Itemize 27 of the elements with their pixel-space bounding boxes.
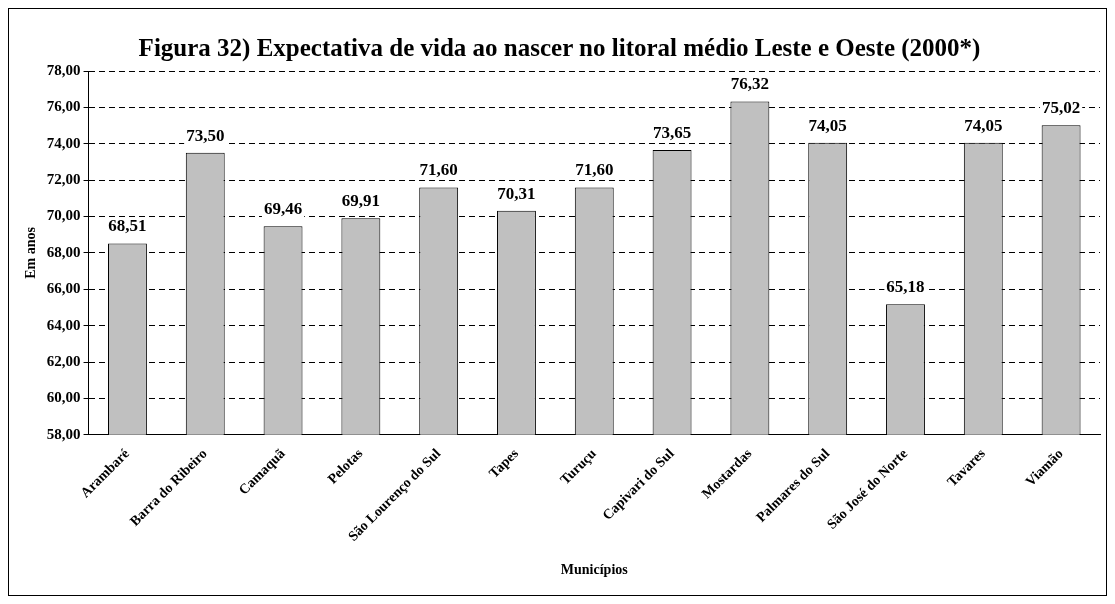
y-axis-title: Em anos [23, 226, 39, 279]
data-label: 69,91 [341, 191, 380, 211]
y-tick-label: 78,00 [46, 61, 81, 78]
y-tick-label: 72,00 [46, 171, 81, 187]
data-label: 73,50 [186, 125, 225, 145]
y-tick-label: 66,00 [46, 280, 81, 297]
data-label: 68,51 [108, 216, 147, 236]
y-tick-label: 62,00 [46, 352, 81, 369]
data-label: 71,60 [419, 160, 458, 180]
y-tick-label: 60,00 [46, 389, 81, 406]
y-tick-label: 76,00 [46, 98, 81, 115]
y-tick-label: 68,00 [46, 243, 81, 260]
data-label: 75,02 [1041, 98, 1081, 118]
data-label: 69,46 [263, 199, 303, 219]
data-label: 74,05 [964, 115, 1003, 135]
data-label: 74,05 [808, 115, 847, 135]
x-axis-title: Municípios [560, 562, 629, 578]
y-tick-label: 70,00 [46, 207, 81, 224]
data-label: 76,32 [730, 74, 770, 94]
data-label: 71,60 [575, 160, 614, 180]
y-tick-label: 58,00 [46, 425, 81, 442]
chart-title: Figura 32) Expectativa de vida ao nascer no litoral médio Leste e Oeste (2000*) [138, 34, 981, 63]
data-label: 70,31 [497, 183, 536, 203]
data-label: 65,18 [886, 277, 925, 297]
data-label: 73,65 [652, 123, 692, 143]
y-tick-label: 64,00 [46, 316, 81, 333]
y-tick-label: 74,00 [46, 134, 81, 151]
